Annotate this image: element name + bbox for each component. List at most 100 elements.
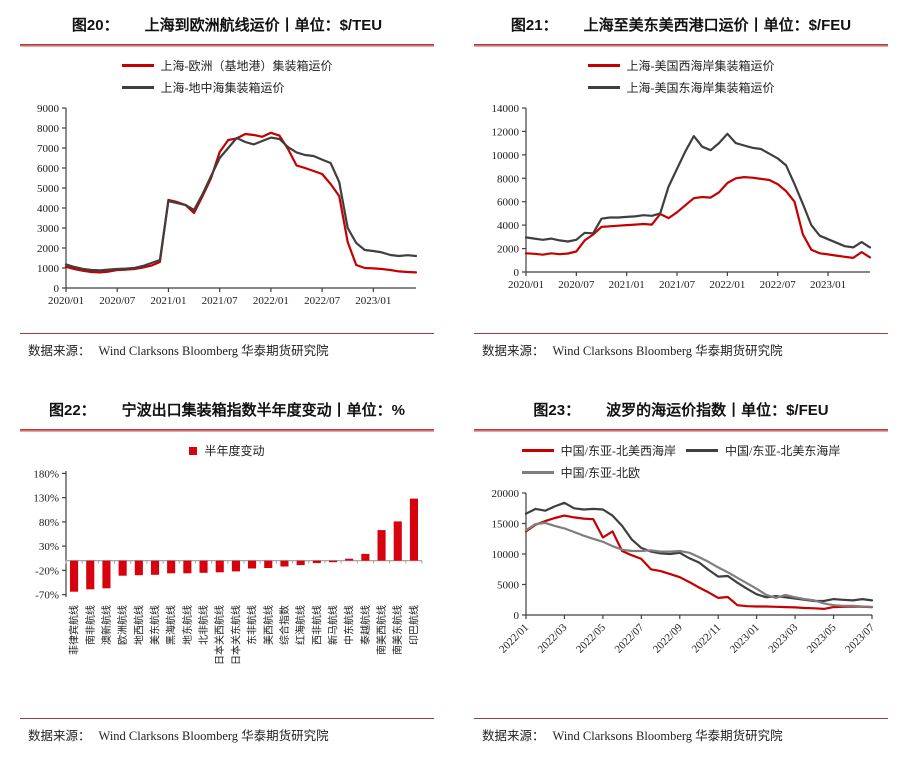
svg-text:10000: 10000 <box>492 150 520 162</box>
shanghai-us-line-chart: 0 2000 4000 6000 8000 10000 12000 14000 2020/01 2… <box>492 103 872 291</box>
svg-text:南非航线: 南非航线 <box>84 605 97 645</box>
svg-text:15000: 15000 <box>492 519 520 531</box>
legend-item: 中国/东亚-北欧 <box>521 464 640 481</box>
source-note: 数据来源： Wind Clarksons Bloomberg 华泰期货研究院 <box>474 333 888 359</box>
legend-label: 中国/东亚-北美东海岸 <box>725 444 841 458</box>
svg-text:2021/01: 2021/01 <box>150 295 186 307</box>
ningbo-halfyear-bar-chart: -70%-20%30%80%130%180%菲律宾航线 南非航线 澳新航线 欧洲航线地… <box>33 468 423 665</box>
svg-text:2021/07: 2021/07 <box>659 279 696 291</box>
svg-text:澳新航线: 澳新航线 <box>100 605 113 645</box>
figure-20-title: 图20： 上海到欧洲航线运价丨单位：$/TEU <box>20 14 434 36</box>
svg-text:7000: 7000 <box>37 143 60 155</box>
source-divider <box>474 718 888 719</box>
svg-text:印巴航线: 印巴航线 <box>407 605 420 645</box>
source-value: Wind Clarksons Bloomberg 华泰期货研究院 <box>98 344 329 358</box>
svg-text:2021/01: 2021/01 <box>609 279 645 291</box>
figure-22-label: 图22： <box>48 402 96 419</box>
source-divider <box>20 718 434 719</box>
svg-text:2021/07: 2021/07 <box>202 295 239 307</box>
svg-text:6000: 6000 <box>37 163 60 175</box>
svg-text:东非航线: 东非航线 <box>246 605 259 645</box>
svg-text:2022/11: 2022/11 <box>690 622 724 656</box>
svg-text:2023/01: 2023/01 <box>810 279 846 291</box>
title-divider <box>474 44 888 47</box>
source-label: 数据来源： <box>28 344 91 358</box>
figure-23-baltic-index: 图23： 波罗的海运价指数丨单位：$/FEU 中国/东亚-北美西海岸 中国/东亚… <box>454 385 908 770</box>
svg-text:2000: 2000 <box>497 244 520 256</box>
svg-text:9000: 9000 <box>37 103 60 115</box>
svg-text:8000: 8000 <box>37 123 60 135</box>
figure-22-ningbo-index: 图22： 宁波出口集装箱指数半年度变动丨单位：% 半年度变动 -70% -20% 3… <box>0 385 454 770</box>
figure-20-heading: 上海到欧洲航线运价丨单位：$/TEU <box>144 17 383 34</box>
legend-line-swatch <box>121 64 154 67</box>
legend-item: 上海-美国西海岸集装箱运价 <box>587 57 775 74</box>
title-divider <box>474 429 888 432</box>
svg-text:4000: 4000 <box>37 203 60 215</box>
svg-text:1000: 1000 <box>37 263 60 275</box>
svg-text:12000: 12000 <box>492 126 520 138</box>
chart-legend: 中国/东亚-北美西海岸 中国/东亚-北美东海岸 中国/东亚-北欧 <box>474 442 888 481</box>
svg-text:2022/09: 2022/09 <box>651 621 685 655</box>
svg-text:2023/05: 2023/05 <box>805 621 839 655</box>
svg-text:2022/01: 2022/01 <box>709 279 745 291</box>
svg-text:南美东航线: 南美东航线 <box>391 605 404 655</box>
svg-text:130%: 130% <box>33 493 59 505</box>
svg-text:2023/07: 2023/07 <box>843 621 877 655</box>
source-value: Wind Clarksons Bloomberg 华泰期货研究院 <box>552 344 783 358</box>
chart-legend: 上海-欧洲（基地港）集装箱运价 上海-地中海集装箱运价 <box>20 57 434 96</box>
svg-text:红海航线: 红海航线 <box>294 605 307 645</box>
chart-legend: 半年度变动 <box>20 442 434 459</box>
legend-line-swatch <box>521 471 554 474</box>
source-label: 数据来源： <box>28 729 91 743</box>
svg-text:菲律宾航线: 菲律宾航线 <box>68 605 81 655</box>
source-note: 数据来源： Wind Clarksons Bloomberg 华泰期货研究院 <box>20 333 434 359</box>
legend-item: 上海-欧洲（基地港）集装箱运价 <box>121 57 333 74</box>
svg-text:欧洲航线: 欧洲航线 <box>116 605 129 645</box>
figure-20-label: 图20： <box>71 17 119 34</box>
svg-text:西非航线: 西非航线 <box>310 605 323 645</box>
legend-label: 半年度变动 <box>204 444 265 458</box>
svg-text:2022/07: 2022/07 <box>760 279 797 291</box>
svg-text:2022/05: 2022/05 <box>574 621 608 655</box>
svg-text:0: 0 <box>54 283 60 295</box>
svg-text:180%: 180% <box>33 468 59 480</box>
source-value: Wind Clarksons Bloomberg 华泰期货研究院 <box>552 729 783 743</box>
legend-line-swatch <box>587 86 620 89</box>
legend-item: 上海-美国东海岸集装箱运价 <box>587 79 775 96</box>
svg-text:5000: 5000 <box>497 580 520 592</box>
svg-text:10000: 10000 <box>492 549 520 561</box>
svg-text:地西航线: 地西航线 <box>132 605 145 645</box>
source-divider <box>474 333 888 334</box>
figure-20-shanghai-europe: 图20： 上海到欧洲航线运价丨单位：$/TEU 上海-欧洲（基地港）集装箱运价 … <box>0 0 454 385</box>
figure-21-heading: 上海至美东美西港口运价丨单位：$/FEU <box>583 17 852 34</box>
svg-text:日本关西航线: 日本关西航线 <box>213 605 226 665</box>
chart-legend: 上海-美国西海岸集装箱运价 上海-美国东海岸集装箱运价 <box>474 57 888 96</box>
svg-text:美西航线: 美西航线 <box>262 605 275 645</box>
legend-square-swatch <box>189 446 198 455</box>
svg-text:14000: 14000 <box>492 103 520 115</box>
figure-23-title: 图23： 波罗的海运价指数丨单位：$/FEU <box>474 399 888 421</box>
svg-text:日本关东航线: 日本关东航线 <box>229 605 242 665</box>
figure-21-title: 图21： 上海至美东美西港口运价丨单位：$/FEU <box>474 14 888 36</box>
svg-text:地东航线: 地东航线 <box>181 605 194 645</box>
svg-text:2020/01: 2020/01 <box>508 279 544 291</box>
svg-text:中东航线: 中东航线 <box>343 605 356 645</box>
shanghai-europe-line-chart: 0 1000 2000 3000 4000 5000 6000 7000 8000 9000 202… <box>37 103 418 307</box>
figure-21-label: 图21： <box>510 17 558 34</box>
svg-text:20000: 20000 <box>492 488 520 500</box>
svg-text:2020/01: 2020/01 <box>48 295 84 307</box>
svg-text:-20%: -20% <box>35 565 59 577</box>
figure-23-heading: 波罗的海运价指数丨单位：$/FEU <box>606 402 829 419</box>
legend-label: 中国/东亚-北欧 <box>560 466 640 480</box>
svg-text:2022/01: 2022/01 <box>497 622 531 656</box>
figure-23-label: 图23： <box>533 402 581 419</box>
title-divider <box>20 429 434 432</box>
svg-text:2022/03: 2022/03 <box>536 621 570 655</box>
legend-line-swatch <box>521 449 554 452</box>
legend-item: 中国/东亚-北美东海岸 <box>686 442 840 459</box>
svg-text:6000: 6000 <box>497 197 520 209</box>
svg-text:泰越航线: 泰越航线 <box>359 605 372 645</box>
legend-label: 上海-欧洲（基地港）集装箱运价 <box>160 59 333 73</box>
svg-text:南美西航线: 南美西航线 <box>375 605 388 655</box>
source-label: 数据来源： <box>482 729 545 743</box>
